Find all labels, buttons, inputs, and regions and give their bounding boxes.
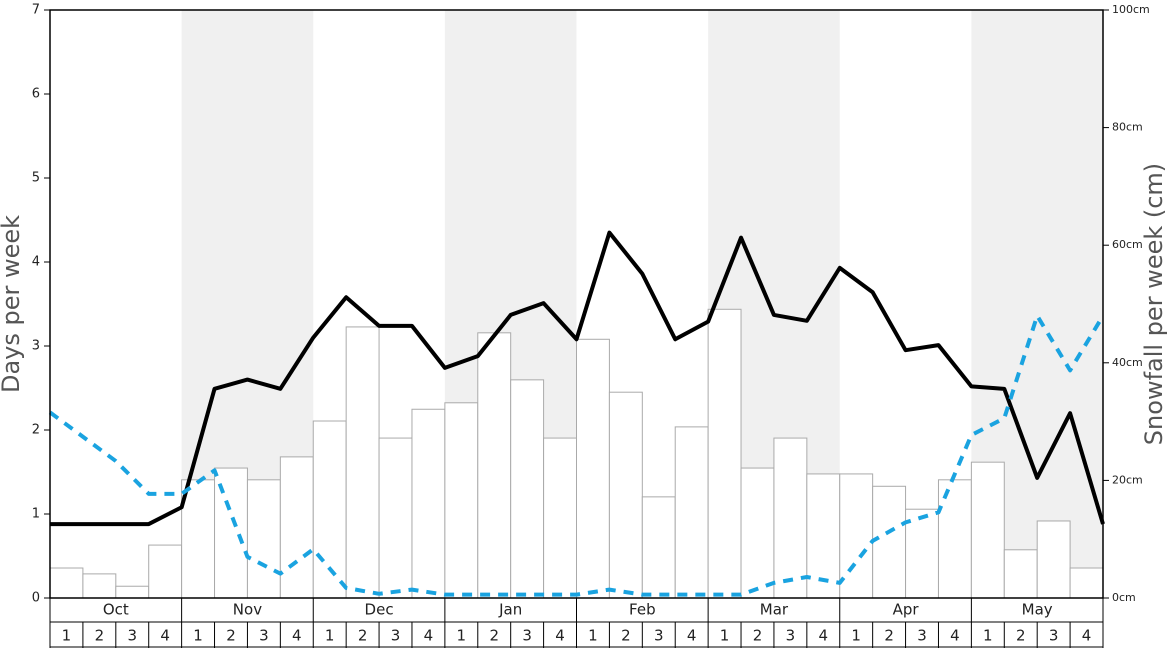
week-label: 3 — [654, 627, 664, 645]
y2-tick-label: 100cm — [1112, 3, 1150, 16]
bar — [378, 437, 413, 599]
bar — [543, 437, 577, 599]
week-label: 3 — [1049, 627, 1059, 645]
bar — [937, 479, 972, 599]
y-tick-label: 3 — [32, 339, 40, 354]
week-label: 3 — [127, 627, 137, 645]
week-label: 4 — [687, 627, 697, 645]
bar — [444, 402, 479, 599]
bar — [411, 408, 446, 599]
week-label: 3 — [391, 627, 401, 645]
month-label: May — [1022, 601, 1053, 619]
y2-tick-label: 0cm — [1112, 591, 1136, 604]
week-label: 1 — [983, 627, 993, 645]
y-tick-label: 0 — [32, 591, 40, 606]
week-label: 3 — [522, 627, 532, 645]
bar — [246, 479, 281, 599]
week-label: 2 — [621, 627, 631, 645]
week-label: 4 — [424, 627, 434, 645]
bar — [970, 461, 1005, 599]
week-label: 3 — [917, 627, 927, 645]
week-label: 3 — [259, 627, 269, 645]
bar — [345, 326, 380, 599]
y2-axis-label: Snowfall per week (cm) — [1140, 163, 1168, 445]
week-label: 2 — [1016, 627, 1026, 645]
week-label: 4 — [160, 627, 170, 645]
week-label: 2 — [489, 627, 499, 645]
week-label: 3 — [786, 627, 796, 645]
y-tick-label: 4 — [32, 255, 40, 270]
y-tick-label: 2 — [32, 423, 40, 438]
bar — [740, 467, 775, 599]
month-label: Dec — [365, 601, 394, 619]
bar — [115, 585, 150, 599]
bar — [82, 573, 117, 599]
month-label: Nov — [233, 601, 262, 619]
week-label: 1 — [457, 627, 467, 645]
week-label: 4 — [950, 627, 960, 645]
week-label: 4 — [555, 627, 565, 645]
week-label: 1 — [720, 627, 730, 645]
week-label: 2 — [226, 627, 236, 645]
bar — [148, 544, 183, 599]
bar — [773, 437, 808, 599]
bar — [641, 496, 676, 599]
y-tick-label: 7 — [32, 3, 40, 18]
y2-tick-label: 80cm — [1112, 121, 1143, 134]
bar — [707, 308, 742, 599]
week-label: 1 — [62, 627, 72, 645]
bar — [49, 567, 84, 599]
week-label: 2 — [884, 627, 894, 645]
week-label: 2 — [753, 627, 763, 645]
week-label: 1 — [588, 627, 598, 645]
week-label: 1 — [325, 627, 335, 645]
week-label: 4 — [1082, 627, 1092, 645]
bar — [1003, 549, 1038, 599]
week-label: 4 — [819, 627, 829, 645]
week-label: 1 — [193, 627, 203, 645]
bar — [1069, 567, 1104, 599]
week-label: 2 — [95, 627, 105, 645]
y-tick-label: 6 — [32, 87, 40, 102]
week-label: 2 — [358, 627, 368, 645]
bar — [576, 338, 610, 599]
line — [50, 230, 1105, 527]
bar — [1036, 520, 1071, 599]
month-label: Mar — [760, 601, 789, 619]
week-label: 1 — [851, 627, 861, 645]
bar — [181, 479, 216, 599]
month-label: Apr — [893, 601, 920, 619]
bar — [872, 485, 907, 599]
y-tick-label: 1 — [32, 507, 40, 522]
bar — [510, 379, 545, 599]
bar — [279, 456, 314, 599]
line — [48, 313, 1105, 597]
bar — [674, 426, 709, 599]
bar — [839, 473, 874, 599]
y2-tick-label: 20cm — [1112, 473, 1143, 486]
month-label: Feb — [629, 601, 656, 619]
y-tick-label: 5 — [32, 171, 40, 186]
month-label: Oct — [103, 601, 129, 619]
bar — [608, 391, 643, 599]
y-axis-label: Days per week — [0, 215, 25, 393]
week-label: 4 — [292, 627, 302, 645]
bar — [477, 332, 512, 599]
y2-tick-label: 60cm — [1112, 238, 1143, 251]
month-label: Jan — [498, 601, 522, 619]
y2-tick-label: 40cm — [1112, 356, 1143, 369]
